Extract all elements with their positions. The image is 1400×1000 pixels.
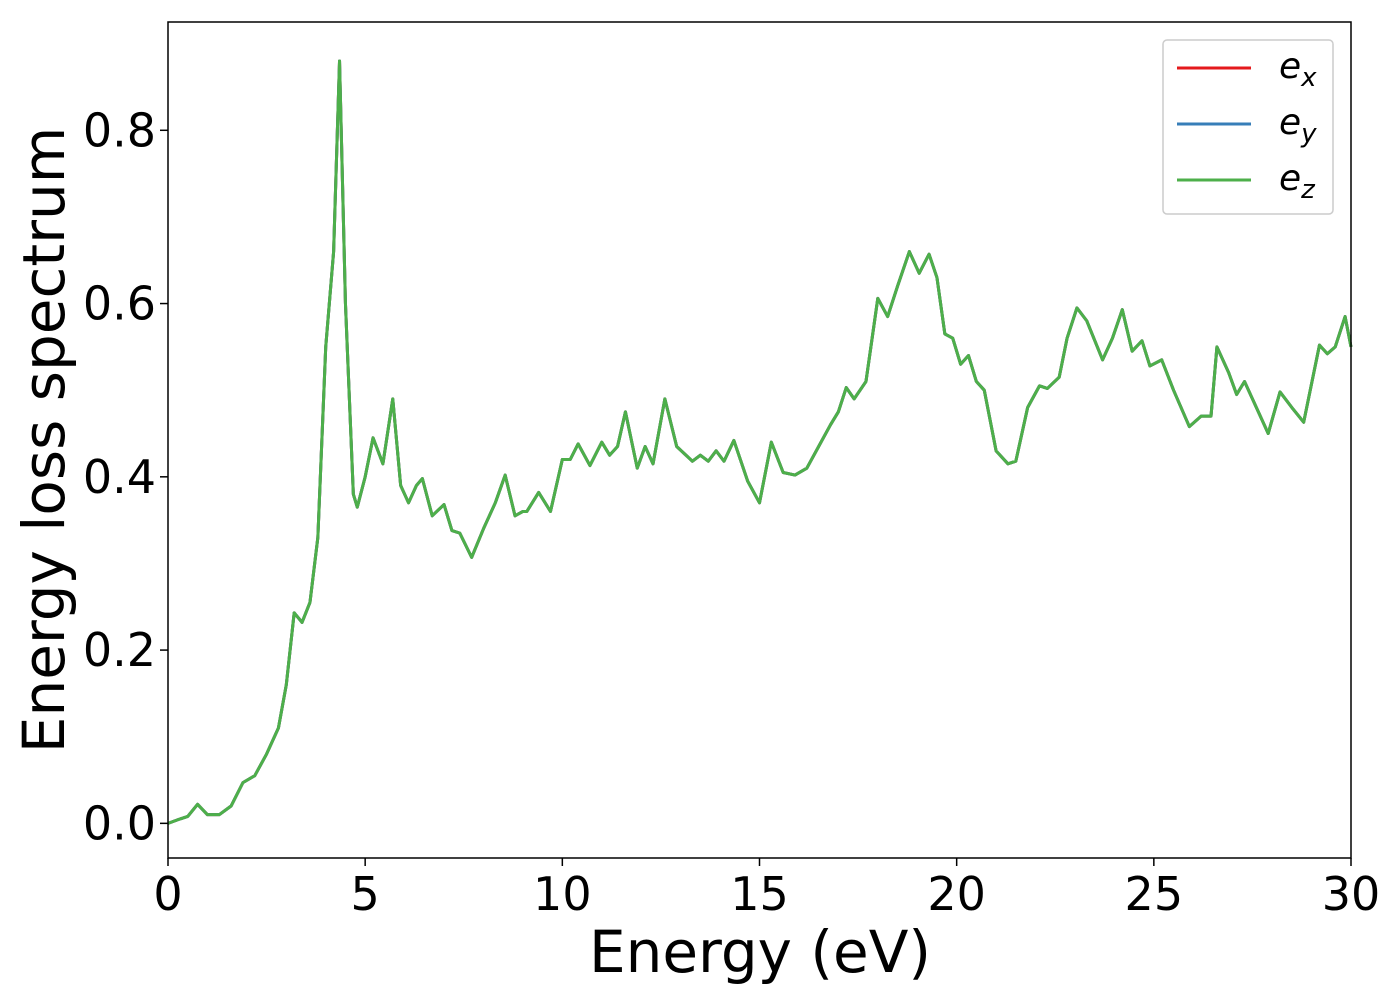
series-line [167,59,1353,825]
legend-label-sub: y [1300,119,1317,149]
legend-box [1162,39,1334,215]
legend-label-base: e [1279,102,1301,143]
y-axis-label: Energy loss spectrum [10,127,78,753]
y-tick-label: 0.4 [83,450,156,504]
legend-label-sub: x [1300,63,1317,93]
y-tick-label: 0.2 [83,623,156,677]
x-axis-label: Energy (eV) [589,918,931,986]
legend-label: ez [1279,158,1316,205]
legend-label-sub: z [1300,175,1316,205]
y-tick-label: 0.8 [83,103,156,157]
x-tick-label: 20 [927,867,986,921]
x-tick-label: 10 [533,867,592,921]
x-tick-label: 15 [730,867,789,921]
legend-label: ey [1279,102,1317,149]
x-tick-label: 25 [1125,867,1184,921]
legend-label: ex [1279,46,1317,93]
x-tick-label: 0 [153,867,182,921]
y-tick-label: 0.0 [83,796,156,850]
x-tick-label: 5 [351,867,380,921]
plot-frame [167,21,1352,859]
legend-label-base: e [1279,158,1301,199]
legend-label-base: e [1279,46,1301,87]
x-tick-label: 30 [1322,867,1381,921]
y-tick-label: 0.6 [83,277,156,331]
